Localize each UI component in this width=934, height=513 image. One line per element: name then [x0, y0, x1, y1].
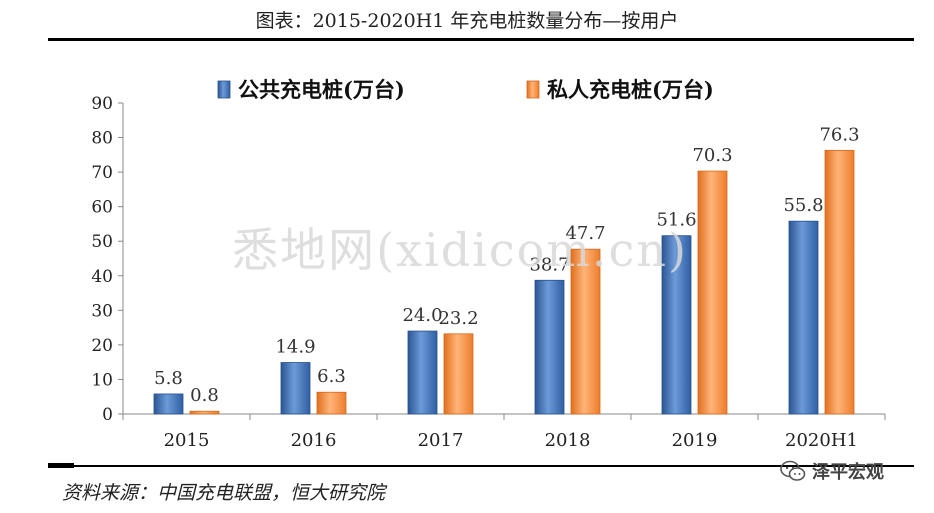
x-tick-label: 2016 [291, 430, 337, 451]
data-label: 51.6 [656, 210, 696, 231]
data-label: 14.9 [275, 337, 315, 358]
data-label: 70.3 [692, 145, 732, 166]
chart-legend: 公共充电桩(万台) 私人充电桩(万台) [217, 77, 714, 102]
bottom-rule [48, 465, 914, 467]
bar-chart: 0 10 20 30 40 50 60 70 80 90 2015 2016 2017 2018 2019 2… [91, 77, 886, 451]
bar-public [788, 220, 819, 415]
data-label: 6.3 [317, 366, 346, 387]
bar-private [824, 149, 855, 415]
x-tick-label: 2019 [672, 430, 718, 451]
bar-public [153, 393, 184, 415]
data-label: 38.7 [529, 254, 569, 275]
y-tick-label: 90 [91, 94, 113, 114]
data-label: 55.8 [783, 195, 823, 216]
data-label: 47.7 [565, 223, 605, 244]
bar-private [316, 391, 347, 415]
legend-label: 私人充电桩(万台) [547, 77, 714, 102]
top-rule [48, 38, 914, 41]
y-tick-label: 80 [91, 129, 113, 149]
bar-public [534, 279, 565, 415]
bottom-rule-marker [48, 463, 74, 468]
legend-swatch [526, 80, 540, 99]
data-label: 24.0 [402, 305, 442, 326]
bar-private [570, 248, 601, 415]
data-label: 23.2 [438, 308, 478, 329]
y-tick-label: 10 [91, 370, 113, 390]
x-tick-label: 2018 [545, 430, 591, 451]
source-note: 资料来源：中国充电联盟，恒大研究院 [62, 482, 386, 504]
bar-private [189, 410, 220, 415]
x-tick-label: 2017 [418, 430, 464, 451]
bar-private [443, 333, 474, 415]
chart-axes: 0 10 20 30 40 50 60 70 80 90 2015 2016 2017 2018 2019 2… [91, 94, 886, 451]
y-tick-label: 30 [91, 301, 113, 321]
data-label: 76.3 [819, 124, 859, 145]
data-label: 0.8 [190, 385, 219, 406]
wechat-icon [780, 460, 806, 481]
y-tick-label: 50 [91, 232, 113, 252]
data-label: 5.8 [154, 368, 183, 389]
chart-title: 图表：2015-2020H1 年充电桩数量分布—按用户 [255, 10, 679, 32]
brand-badge: 泽平宏观 [780, 456, 884, 486]
y-tick-label: 40 [91, 267, 113, 287]
legend-swatch [217, 80, 231, 99]
x-tick-label: 2015 [164, 430, 210, 451]
bar-public [407, 330, 438, 415]
legend-label: 公共充电桩(万台) [238, 77, 405, 102]
x-tick-label: 2020H1 [785, 430, 858, 451]
brand-name: 泽平宏观 [812, 462, 884, 483]
bar-private [697, 170, 728, 415]
y-tick-label: 60 [91, 198, 113, 218]
chart-bars: 5.8 0.8 14.96.3 24.023.2 38.7 47.7 51.6 70.3 55.… [153, 124, 860, 415]
bar-public [280, 362, 311, 415]
watermark-text: 悉地网(xidicom.cn) [232, 223, 688, 277]
y-tick-label: 20 [91, 336, 113, 356]
y-tick-label: 0 [102, 405, 113, 425]
bar-public [661, 235, 692, 415]
y-tick-label: 70 [91, 163, 113, 183]
